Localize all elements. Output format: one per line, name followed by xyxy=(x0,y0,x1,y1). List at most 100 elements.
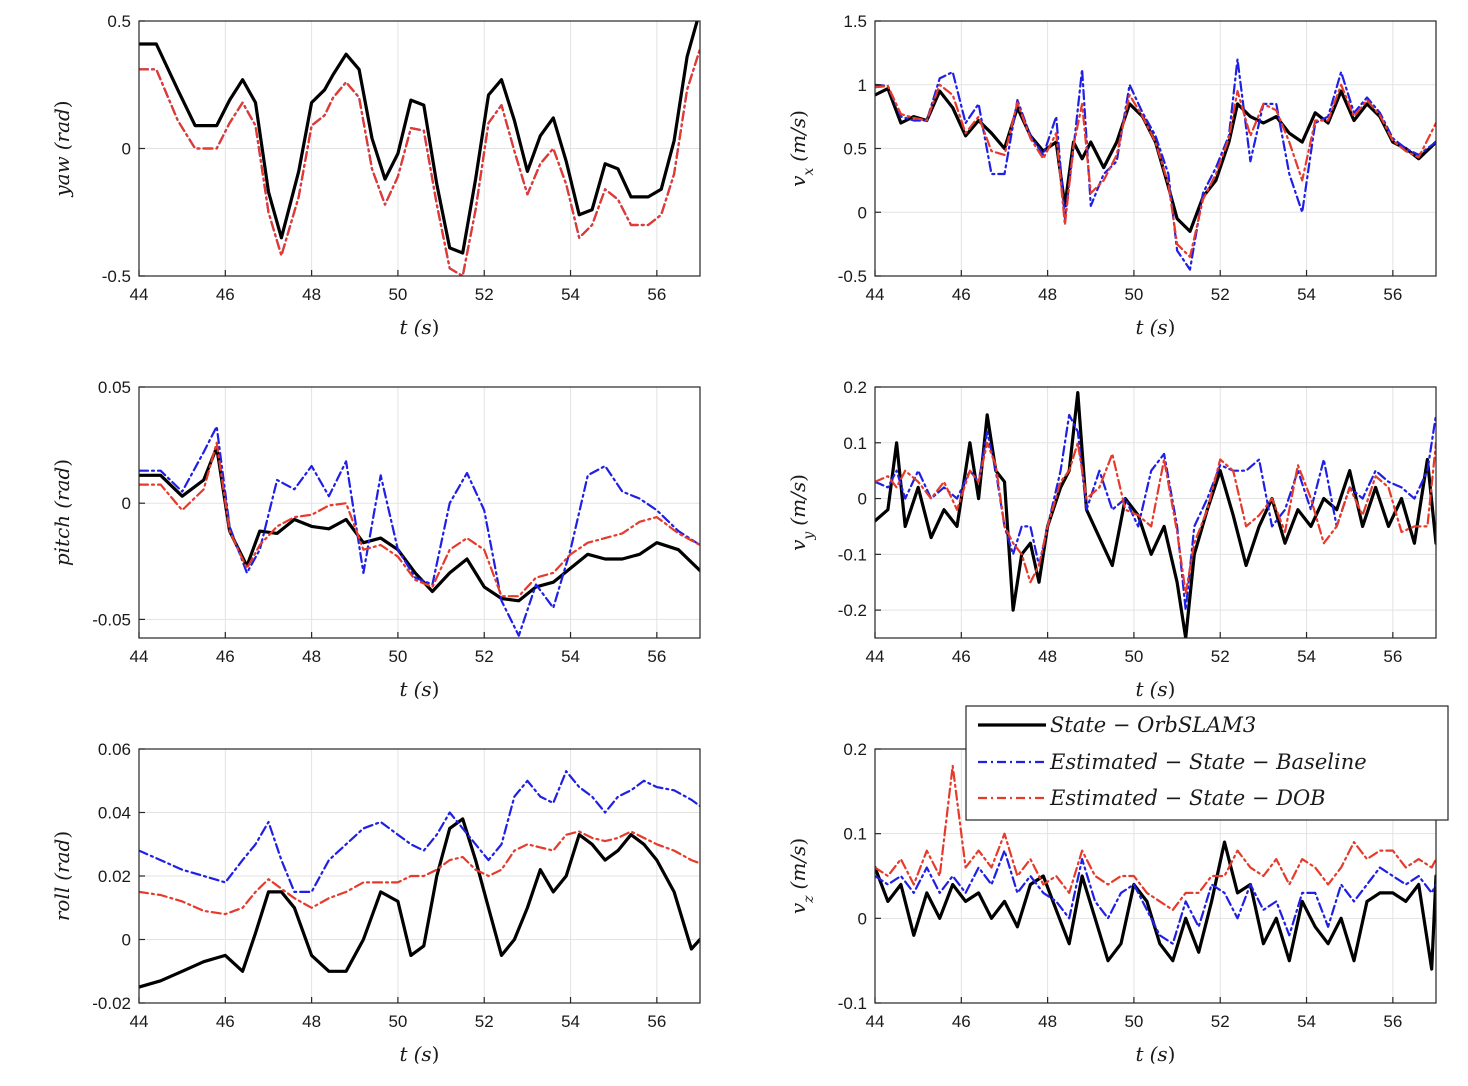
legend-label-baseline: Estimated − State − Baseline xyxy=(1049,750,1367,774)
x-tick-label: 54 xyxy=(1297,647,1316,666)
y-axis-label: pitch(rad) xyxy=(50,459,74,566)
x-tick-label: 54 xyxy=(1297,285,1316,304)
y-tick-label: -0.1 xyxy=(838,994,867,1013)
series-group xyxy=(875,764,1436,971)
x-tick-label: 46 xyxy=(952,1012,971,1031)
x-tick-label: 48 xyxy=(302,1012,321,1031)
x-tick-label: 48 xyxy=(1038,285,1057,304)
series-line-dob xyxy=(875,441,1436,595)
legend: State − OrbSLAM3 Estimated − State − Bas… xyxy=(965,705,1449,821)
x-tick-label: 52 xyxy=(475,647,494,666)
series-group xyxy=(139,770,700,989)
chart-panel-yaw: 44 46 48 50 52 54 56 -0.5 0 0.5 t (s) yaw(rad) xyxy=(50,12,701,339)
x-tick-label: 56 xyxy=(647,647,666,666)
x-tick-label: 46 xyxy=(216,1012,235,1031)
x-axis-label: t (s) xyxy=(1136,677,1176,701)
axes-frame xyxy=(874,386,1437,639)
y-axis-label: vz(m/s) xyxy=(786,838,817,914)
y-tick-label: 0.02 xyxy=(98,867,131,886)
x-tick-label: 50 xyxy=(1124,647,1143,666)
y-tick-label: 0 xyxy=(858,203,867,222)
series-line-dob xyxy=(875,83,1436,258)
series-line-state xyxy=(875,86,1436,233)
series-line-state xyxy=(139,817,700,989)
x-tick-label: 54 xyxy=(561,1012,580,1031)
legend-label-state: State − OrbSLAM3 xyxy=(1050,713,1256,737)
x-tick-label: 56 xyxy=(1383,647,1402,666)
x-axis-label: t (s) xyxy=(1136,1042,1176,1066)
x-tick-label: 46 xyxy=(952,647,971,666)
x-tick-label: 50 xyxy=(388,647,407,666)
series-line-dob xyxy=(139,830,700,916)
x-tick-label: 52 xyxy=(1211,285,1230,304)
axes-frame xyxy=(138,386,701,639)
y-tick-label: 0 xyxy=(858,490,867,509)
y-tick-label: 0 xyxy=(122,931,131,950)
x-tick-label: 50 xyxy=(388,1012,407,1031)
y-axis-label: yaw(rad) xyxy=(50,100,74,197)
x-tick-label: 44 xyxy=(866,285,885,304)
x-tick-label: 50 xyxy=(1124,285,1143,304)
series-group xyxy=(875,58,1436,271)
y-tick-label: 0 xyxy=(858,909,867,928)
series-line-state xyxy=(875,391,1436,638)
x-tick-label: 56 xyxy=(647,1012,666,1031)
x-tick-label: 56 xyxy=(647,285,666,304)
x-tick-label: 46 xyxy=(952,285,971,304)
x-tick-label: 44 xyxy=(866,647,885,666)
y-tick-label: 0.2 xyxy=(843,378,867,397)
y-tick-label: 0.5 xyxy=(107,12,131,31)
x-tick-label: 48 xyxy=(1038,647,1057,666)
y-tick-label: 0.1 xyxy=(843,434,867,453)
chart-panel-vy: 44 46 48 50 52 54 56 -0.2 -0.1 0 0.1 0.2 t (s) vy(m/s) xyxy=(786,378,1437,701)
series-group xyxy=(139,425,700,637)
x-tick-label: 52 xyxy=(475,1012,494,1031)
chart-panel-vx: 44 46 48 50 52 54 56 -0.5 0 0.5 1 1.5 t (s) vx(m/s) xyxy=(786,12,1437,339)
series-line-baseline xyxy=(875,849,1436,945)
x-axis-label: t (s) xyxy=(400,677,440,701)
x-tick-label: 52 xyxy=(475,285,494,304)
series-group xyxy=(875,391,1436,638)
y-tick-label: 0 xyxy=(122,494,131,513)
chart-panel-roll: 44 46 48 50 52 54 56 -0.02 0 0.02 0.04 0.06 t (s) roll… xyxy=(50,740,701,1066)
x-tick-label: 56 xyxy=(1383,285,1402,304)
x-tick-label: 48 xyxy=(1038,1012,1057,1031)
x-tick-label: 54 xyxy=(1297,1012,1316,1031)
y-axis-label: roll(rad) xyxy=(50,831,74,921)
x-tick-label: 50 xyxy=(388,285,407,304)
y-tick-label: 0.5 xyxy=(843,140,867,159)
x-tick-label: 44 xyxy=(130,285,149,304)
x-tick-label: 56 xyxy=(1383,1012,1402,1031)
x-tick-label: 48 xyxy=(302,285,321,304)
series-group xyxy=(139,21,700,276)
series-line-baseline xyxy=(875,58,1436,271)
x-tick-label: 54 xyxy=(561,285,580,304)
y-tick-label: 1 xyxy=(858,76,867,95)
x-tick-label: 46 xyxy=(216,285,235,304)
x-tick-label: 44 xyxy=(130,1012,149,1031)
y-tick-label: 0.1 xyxy=(843,825,867,844)
series-line-baseline xyxy=(139,770,700,894)
y-tick-label: 0 xyxy=(122,140,131,159)
y-tick-label: 0.06 xyxy=(98,740,131,759)
x-tick-label: 52 xyxy=(1211,647,1230,666)
series-line-dob xyxy=(139,441,700,598)
x-axis-label: t (s) xyxy=(400,1042,440,1066)
x-axis-label: t (s) xyxy=(1136,315,1176,339)
x-tick-label: 48 xyxy=(302,647,321,666)
y-axis-label: vy(m/s) xyxy=(786,474,817,551)
x-tick-label: 52 xyxy=(1211,1012,1230,1031)
plot-area xyxy=(875,387,1436,638)
y-tick-label: 0.04 xyxy=(98,804,131,823)
y-tick-label: -0.05 xyxy=(92,610,131,629)
x-tick-label: 46 xyxy=(216,647,235,666)
plot-area xyxy=(139,387,700,638)
x-axis-label: t (s) xyxy=(400,315,440,339)
series-line-dob xyxy=(139,47,700,276)
legend-box xyxy=(965,705,1449,821)
y-tick-label: 0.2 xyxy=(843,740,867,759)
chart-panel-pitch: 44 46 48 50 52 54 56 -0.05 0 0.05 t (s) pitch(rad) xyxy=(50,378,701,701)
y-axis-label: vx(m/s) xyxy=(786,110,817,187)
y-tick-label: 1.5 xyxy=(843,12,867,31)
